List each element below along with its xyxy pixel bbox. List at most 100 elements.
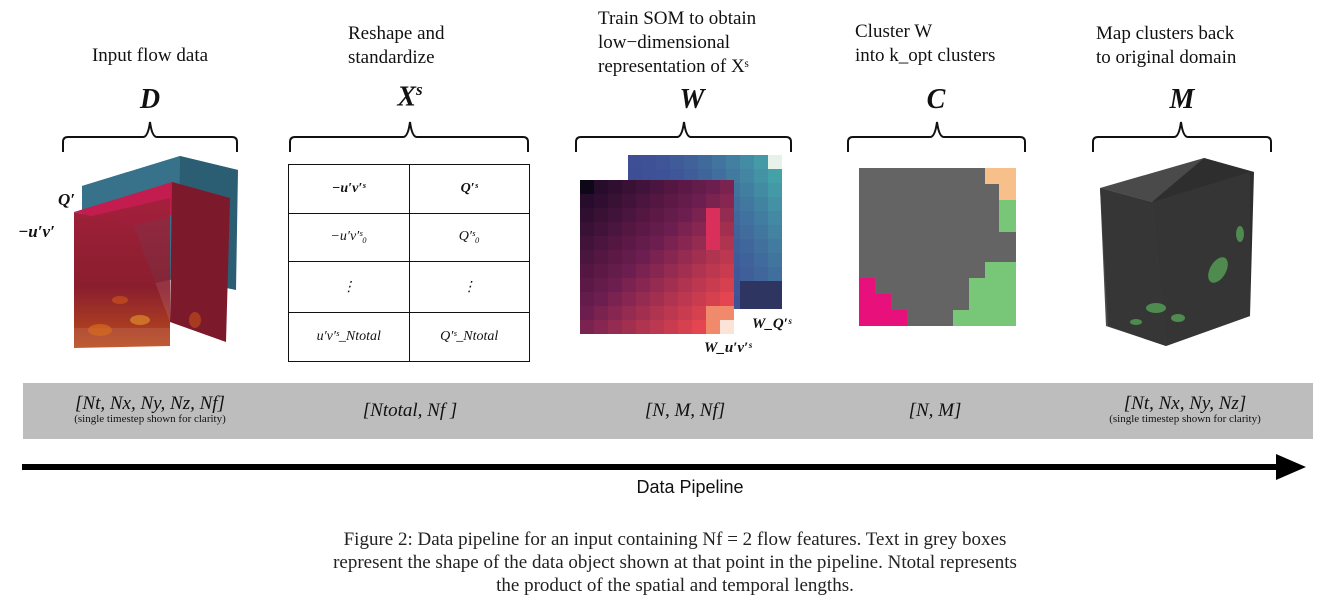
som-uv-cell [594,306,608,320]
som-uv-cell [706,208,720,222]
som-q-cell [754,225,768,239]
som-q-cell [726,169,740,183]
som-uv-cell [580,320,594,334]
label-q-prime: Q′ [58,190,76,209]
som-q-cell [754,211,768,225]
som-map-uv [580,180,734,334]
som-uv-cell [594,292,608,306]
som-uv-cell [664,278,678,292]
som-uv-cell [608,250,622,264]
som-q-cell [768,295,782,309]
som-uv-cell [706,194,720,208]
som-uv-cell [678,292,692,306]
som-uv-cell [580,180,594,194]
som-uv-cell [622,320,636,334]
stage-title-som: Train SOM to obtain low−dimensional repr… [598,7,798,79]
som-uv-cell [720,320,734,334]
som-q-cell [684,169,698,183]
som-uv-cell [678,278,692,292]
flow-blobs [88,296,201,336]
som-q-cell [642,155,656,169]
shape-text: [Nt, Nx, Ny, Nz] [1123,393,1247,414]
symbol-c: C [926,84,946,115]
som-uv-cell [650,306,664,320]
som-uv-cell [608,306,622,320]
som-uv-cell [664,292,678,306]
som-q-cell [740,239,754,253]
som-uv-cell [608,222,622,236]
som-q-cell [698,169,712,183]
som-uv-cell [636,306,650,320]
shape-note: (single timestep shown for clarity) [1109,413,1261,425]
table-row: −u′v′ˢ Q′ˢ [288,164,530,214]
som-uv-cell [608,208,622,222]
table-cell: Q′ˢ_Ntotal [408,312,530,362]
som-uv-cell [580,194,594,208]
som-q-cell [740,295,754,309]
table-cell: u′v′ˢ_Ntotal [288,312,410,362]
som-q-cell [754,197,768,211]
brace-w [575,121,792,152]
som-uv-cell [622,292,636,306]
stage-title-line: to original domain [1096,47,1237,68]
som-uv-cell [664,250,678,264]
som-uv-cell [720,264,734,278]
som-uv-cell [706,236,720,250]
som-uv-cell [706,292,720,306]
caption-line: represent the shape of the data object s… [333,552,1017,573]
som-uv-cell [622,278,636,292]
stage-title-line: Cluster W [855,21,933,42]
cluster-map [859,168,1016,326]
som-q-cell [726,155,740,169]
brace-xs [289,121,529,152]
som-q-cell [712,155,726,169]
cluster-green-upper [999,200,1016,232]
symbol-xs: Xs [370,80,450,113]
som-q-cell [740,183,754,197]
som-uv-cell [650,320,664,334]
som-uv-cell [594,278,608,292]
shape-note: (single timestep shown for clarity) [74,413,226,425]
som-q-cell [740,169,754,183]
symbol-w: W [679,84,705,115]
som-uv-cell [692,320,706,334]
som-q-cell [740,267,754,281]
som-uv-cell [664,208,678,222]
table-cell: −u′v′ˢ [288,164,410,214]
red-cube-front-lower [74,198,170,348]
som-q-cell [628,155,642,169]
som-uv-cell [608,180,622,194]
som-uv-cell [692,180,706,194]
som-q-cell [754,295,768,309]
som-q-cell [698,155,712,169]
som-uv-cell [622,264,636,278]
som-uv-cell [594,208,608,222]
som-uv-cell [580,236,594,250]
som-uv-cell [580,292,594,306]
stage-title-cluster: Cluster W into k_opt clusters [855,20,1035,68]
som-uv-cell [720,250,734,264]
som-uv-cell [664,264,678,278]
table-row: ⋮ ⋮ [288,261,530,314]
som-uv-cell [650,194,664,208]
shape-text: [N, M] [908,400,962,421]
som-uv-cell [636,208,650,222]
symbol-xs-sup: s [416,80,423,99]
som-uv-cell [706,306,720,320]
stage-title-line: Map clusters back [1096,23,1235,44]
som-q-cell [754,183,768,197]
som-uv-cell [706,320,720,334]
mapped-clusters [1130,226,1244,325]
stage-title-line: low−dimensional [598,32,731,53]
table-cell: ⋮ [288,261,410,314]
som-uv-cell [678,208,692,222]
som-uv-cell [706,264,720,278]
symbol-d: D [139,84,161,115]
som-uv-cell [692,236,706,250]
stage-title-line: Train SOM to obtain [598,8,757,29]
som-uv-cell [720,222,734,236]
som-uv-cell [580,208,594,222]
som-q-cell [754,267,768,281]
som-uv-cell [678,264,692,278]
label-wuv: W_u′v′ˢ [704,340,752,356]
